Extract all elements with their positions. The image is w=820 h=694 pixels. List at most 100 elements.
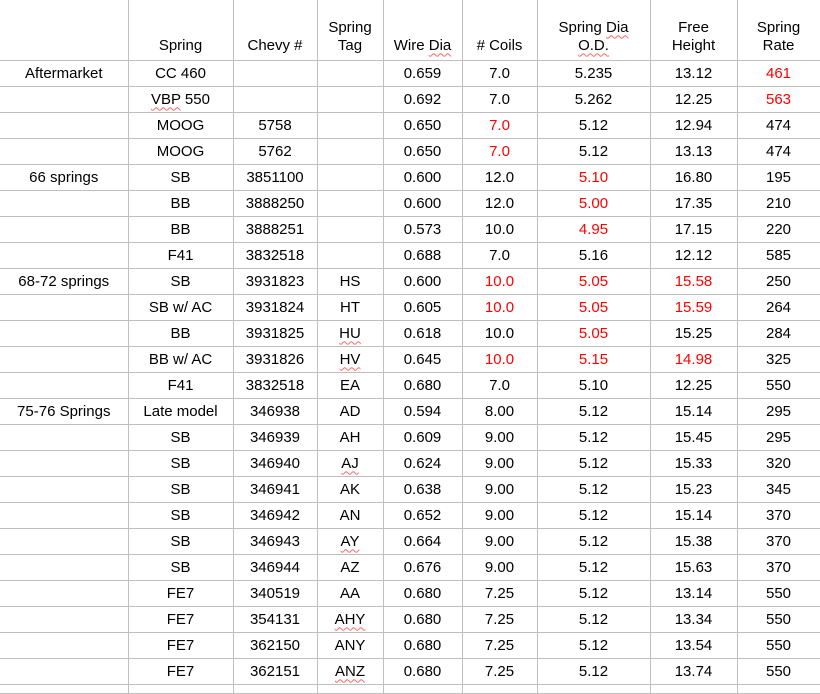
data-cell[interactable]: 346941 (233, 476, 318, 503)
data-cell[interactable]: 0.638 (383, 476, 463, 503)
data-cell[interactable]: 264 (737, 294, 820, 321)
data-cell[interactable]: 7.25 (462, 658, 538, 685)
group-label-cell[interactable] (0, 606, 129, 633)
data-cell[interactable]: 325 (737, 346, 820, 373)
data-cell[interactable]: 15.14 (650, 502, 738, 529)
data-cell[interactable]: 5.12 (537, 112, 651, 139)
data-cell[interactable]: 13.74 (650, 658, 738, 685)
data-cell[interactable]: 5.12 (537, 528, 651, 555)
data-cell[interactable]: BB (128, 216, 234, 243)
data-cell[interactable]: HU (317, 320, 384, 347)
data-cell[interactable]: AK (317, 476, 384, 503)
data-cell[interactable]: 550 (737, 580, 820, 607)
data-cell[interactable]: FE7 (128, 658, 234, 685)
data-cell[interactable]: 5.12 (537, 398, 651, 425)
data-cell[interactable]: 5.15 (537, 346, 651, 373)
data-cell[interactable]: 362150 (233, 632, 318, 659)
group-label-cell[interactable] (0, 528, 129, 555)
data-cell[interactable]: 5.05 (537, 320, 651, 347)
data-cell[interactable]: 362151 (233, 658, 318, 685)
data-cell[interactable] (317, 112, 384, 139)
data-cell[interactable]: 0.659 (383, 60, 463, 87)
data-cell[interactable]: 346940 (233, 450, 318, 477)
data-cell[interactable]: 210 (737, 190, 820, 217)
data-cell[interactable]: 3888250 (233, 190, 318, 217)
data-cell[interactable] (317, 138, 384, 165)
group-label-cell[interactable] (0, 658, 129, 685)
data-cell[interactable] (317, 60, 384, 87)
column-header-spring-dia-od[interactable]: Spring Dia O.D. (537, 0, 651, 61)
data-cell[interactable]: 370 (737, 502, 820, 529)
empty-cell[interactable] (537, 684, 651, 694)
data-cell[interactable]: 5.12 (537, 580, 651, 607)
data-cell[interactable]: 5.12 (537, 658, 651, 685)
column-header-num-coils[interactable]: # Coils (462, 0, 538, 61)
data-cell[interactable]: 3832518 (233, 242, 318, 269)
data-cell[interactable]: 12.0 (462, 190, 538, 217)
group-label-cell[interactable] (0, 294, 129, 321)
data-cell[interactable]: 5.235 (537, 60, 651, 87)
data-cell[interactable]: 5.10 (537, 164, 651, 191)
data-cell[interactable]: 340519 (233, 580, 318, 607)
group-label-cell[interactable] (0, 424, 129, 451)
data-cell[interactable]: 3931823 (233, 268, 318, 295)
empty-cell[interactable] (0, 684, 129, 694)
data-cell[interactable]: 550 (737, 632, 820, 659)
data-cell[interactable]: 13.54 (650, 632, 738, 659)
data-cell[interactable]: 0.664 (383, 528, 463, 555)
data-cell[interactable]: 13.14 (650, 580, 738, 607)
empty-cell[interactable] (317, 684, 384, 694)
data-cell[interactable]: BB (128, 320, 234, 347)
data-cell[interactable]: 13.34 (650, 606, 738, 633)
column-header-chevy-number[interactable]: Chevy # (233, 0, 318, 61)
data-cell[interactable]: 7.0 (462, 372, 538, 399)
data-cell[interactable]: 0.652 (383, 502, 463, 529)
data-cell[interactable]: 15.33 (650, 450, 738, 477)
data-cell[interactable]: 5.16 (537, 242, 651, 269)
data-cell[interactable]: 5.262 (537, 86, 651, 113)
data-cell[interactable]: AY (317, 528, 384, 555)
data-cell[interactable]: 15.63 (650, 554, 738, 581)
data-cell[interactable]: 0.680 (383, 632, 463, 659)
data-cell[interactable]: 5762 (233, 138, 318, 165)
data-cell[interactable]: 461 (737, 60, 820, 87)
data-cell[interactable]: BB (128, 190, 234, 217)
data-cell[interactable]: 7.0 (462, 138, 538, 165)
data-cell[interactable]: 474 (737, 138, 820, 165)
data-cell[interactable]: MOOG (128, 112, 234, 139)
data-cell[interactable]: HS (317, 268, 384, 295)
group-label-cell[interactable] (0, 346, 129, 373)
data-cell[interactable]: 0.605 (383, 294, 463, 321)
data-cell[interactable]: 9.00 (462, 554, 538, 581)
group-label-cell[interactable] (0, 632, 129, 659)
data-cell[interactable]: 12.0 (462, 164, 538, 191)
column-header-free-height[interactable]: Free Height (650, 0, 738, 61)
group-label-cell[interactable] (0, 86, 129, 113)
data-cell[interactable]: 346939 (233, 424, 318, 451)
data-cell[interactable]: 0.650 (383, 112, 463, 139)
data-cell[interactable]: 0.645 (383, 346, 463, 373)
empty-cell[interactable] (233, 684, 318, 694)
data-cell[interactable]: F41 (128, 372, 234, 399)
data-cell[interactable]: 563 (737, 86, 820, 113)
data-cell[interactable]: 10.0 (462, 346, 538, 373)
data-cell[interactable]: 5.12 (537, 554, 651, 581)
data-cell[interactable]: 0.600 (383, 268, 463, 295)
data-cell[interactable]: 550 (737, 606, 820, 633)
data-cell[interactable]: 0.680 (383, 606, 463, 633)
data-cell[interactable]: HV (317, 346, 384, 373)
data-cell[interactable]: 0.600 (383, 164, 463, 191)
data-cell[interactable]: SB (128, 268, 234, 295)
data-cell[interactable]: 5758 (233, 112, 318, 139)
data-cell[interactable]: 7.0 (462, 112, 538, 139)
data-cell[interactable]: 15.25 (650, 320, 738, 347)
data-cell[interactable]: 0.692 (383, 86, 463, 113)
data-cell[interactable] (233, 60, 318, 87)
column-header-group[interactable] (0, 0, 129, 61)
data-cell[interactable]: 15.45 (650, 424, 738, 451)
column-header-spring-tag[interactable]: Spring Tag (317, 0, 384, 61)
data-cell[interactable]: 550 (737, 372, 820, 399)
data-cell[interactable]: 7.25 (462, 632, 538, 659)
data-cell[interactable]: 5.10 (537, 372, 651, 399)
data-cell[interactable]: 3851100 (233, 164, 318, 191)
